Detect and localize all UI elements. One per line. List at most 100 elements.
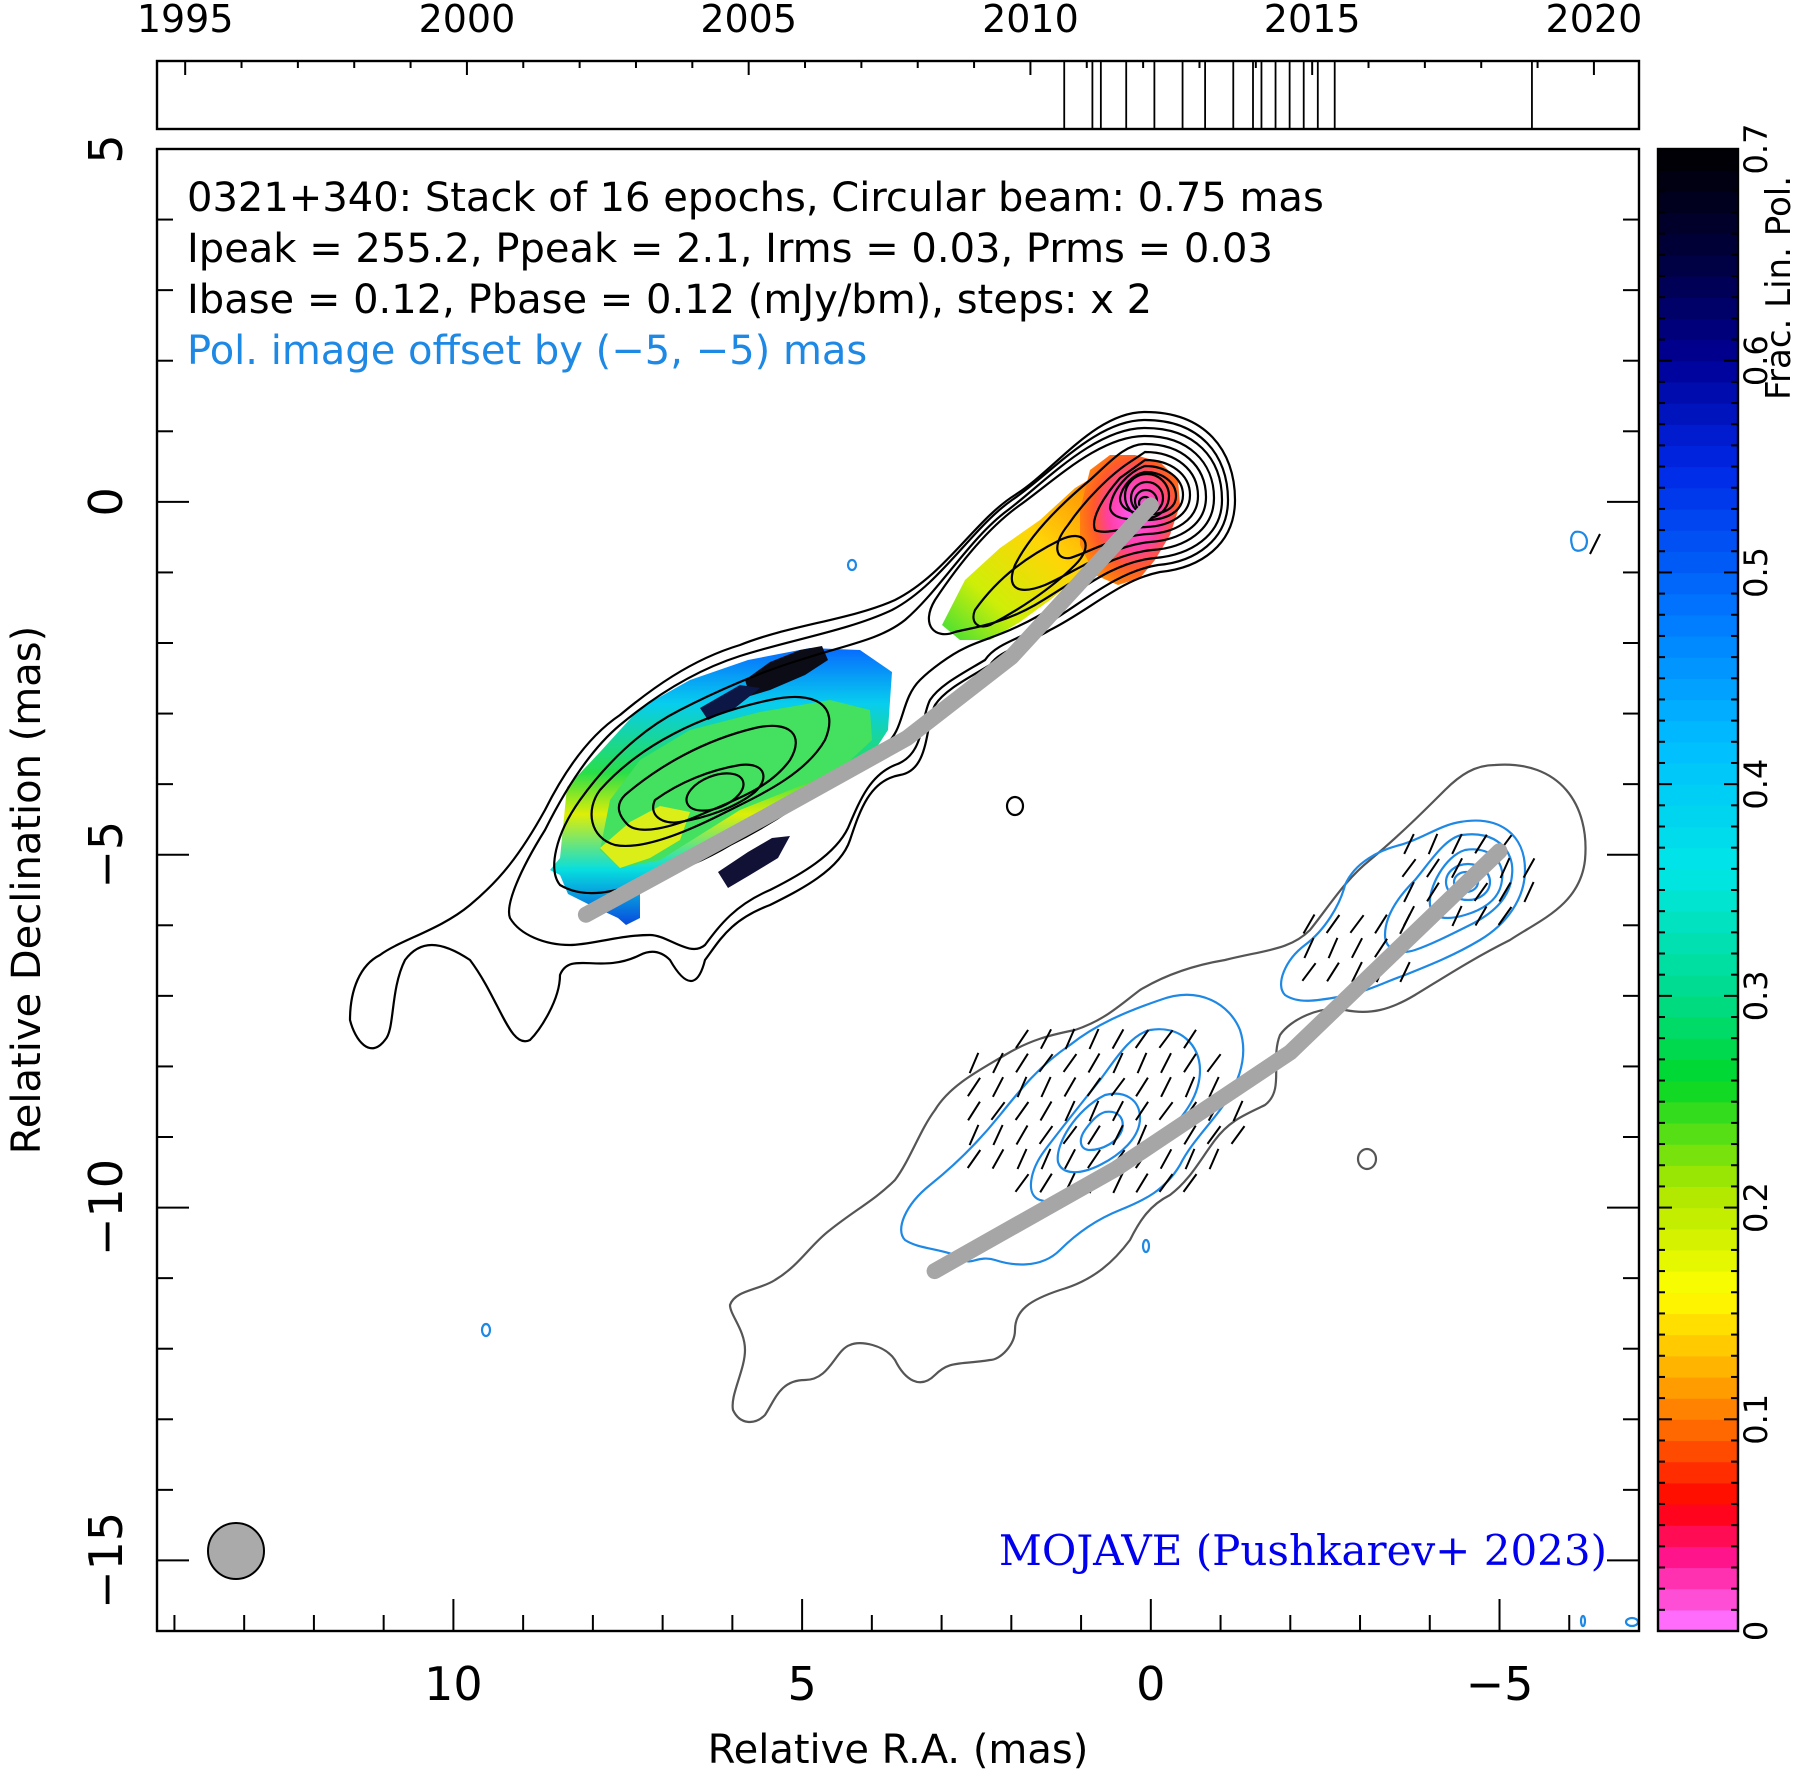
pol-contour-16 [1624,1616,1639,1628]
colorbar-band [1658,1588,1738,1611]
fpol-patch-jet-dark2 [700,685,760,720]
evpa-tick [1015,1053,1029,1073]
intensity-contour-knot-1 [590,695,831,847]
colorbar-band [1658,826,1738,849]
evpa-tick [1473,882,1489,902]
colorbar-band [1658,1355,1738,1378]
x-tick-label: 0 [1136,1657,1165,1711]
y-tick-label: 5 [79,134,133,163]
colorbar: 0 0.1 0.2 0.3 0.4 0.5 0.6 0.7 Frac. Lin. Pol. [1656,124,1799,1641]
colorbar-band [1658,1567,1738,1590]
evpa-tick [992,1076,1004,1098]
evpa-tick [1302,913,1316,935]
colorbar-band [1658,911,1738,933]
evpa-tick [1232,1100,1244,1122]
evpa-tick [1351,961,1363,983]
evpa-tick [1426,882,1440,902]
colorbar-tick-label: 0.2 [1737,1182,1775,1233]
evpa-tick [1039,1173,1053,1193]
colorbar-label: Frac. Lin. Pol. [1759,176,1799,400]
credit-label: MOJAVE (Pushkarev+ 2023) [999,1526,1607,1575]
evpa-tick [1160,1052,1172,1074]
evpa-tick [967,1101,981,1121]
colorbar-band [1658,890,1738,912]
evpa-tick [1206,1053,1222,1073]
evpa-tick [1426,858,1440,878]
evpa-tick [1136,1124,1148,1146]
pol-contour-8 [1056,1092,1142,1174]
pol-contour-10 [1570,530,1589,552]
timeline-epoch-marks [1063,61,1533,129]
evpa-tick [1183,1029,1197,1049]
pol-contour-12 [480,1322,492,1338]
colorbar-band [1658,381,1738,404]
colorbar-bands [1658,149,1738,1632]
info-line-1: 0321+340: Stack of 16 epochs, Circular b… [187,175,1324,221]
pol-contour-9 [1079,1110,1124,1152]
evpa-tick [966,1149,982,1169]
evpa-tick [1063,1076,1077,1098]
colorbar-band [1658,212,1738,235]
colorbar-band [1658,1313,1738,1336]
evpa-tick [1349,914,1365,934]
colorbar-tick-label: 0.6 [1737,335,1775,386]
pol-contour-4 [1444,862,1492,902]
colorbar-band [1658,424,1738,446]
colorbar-band [1658,868,1738,891]
timeline-ticks [184,61,1595,75]
evpa-tick [1351,937,1363,959]
fpol-patch-jet-dark3 [718,836,790,888]
evpa-tick [1112,1100,1124,1122]
colorbar-band [1658,974,1738,997]
pol-contour-11 [846,558,858,572]
evpa-tick [1303,937,1315,959]
timeline-year-label: 2005 [700,0,797,41]
colorbar-band [1658,445,1738,468]
polarized-intensity-contours [480,530,1639,1628]
evpa-tick [1136,1052,1148,1074]
y-tick-label: −5 [79,821,133,889]
colorbar-band [1658,1017,1738,1039]
evpa-tick [1112,1124,1124,1146]
colorbar-band [1658,233,1738,256]
colorbar-band [1658,191,1738,214]
evpa-tick [1498,881,1512,903]
evpa-tick [1015,1124,1029,1146]
colorbar-band [1658,1609,1738,1632]
y-axis-ticks [157,148,1639,1632]
colorbar-band [1658,1461,1738,1484]
colorbar-band [1658,1334,1738,1357]
evpa-tick [1064,1100,1076,1122]
evpa-tick [1087,1149,1101,1169]
evpa-tick [1499,857,1511,879]
pol-contour-3 [1428,848,1504,920]
evpa-tick [1206,1125,1222,1145]
evpa-tick [1374,914,1388,934]
evpa-tick [1208,1148,1220,1170]
evpa-tick [1135,1077,1149,1097]
colorbar-band [1658,953,1738,976]
timeline-year-label: 2020 [1546,0,1643,41]
intensity-contour-knot-2 [617,724,797,831]
evpa-ticks [966,533,1601,1194]
colorbar-band [1658,1440,1738,1463]
evpa-tick [1088,1028,1100,1050]
evpa-tick [1158,1173,1174,1193]
colorbar-band [1658,297,1738,319]
colorbar-tick-label: 0.3 [1737,970,1775,1021]
intensity-contour-5 [1010,442,1208,591]
evpa-tick [1086,1077,1102,1097]
evpa-tick [992,1052,1004,1074]
evpa-tick [1016,1148,1028,1170]
timeline-frame [155,59,1641,131]
evpa-tick [1427,833,1439,855]
evpa-tick [1064,1148,1076,1170]
colorbar-band [1658,276,1738,298]
timeline-year-labels: 1995 2000 2005 2010 2015 2020 [137,0,1642,41]
colorbar-band [1658,847,1738,870]
colorbar-band [1658,1376,1738,1399]
offset-intensity-blob [1356,1147,1378,1171]
colorbar-band [1658,1271,1738,1293]
colorbar-band [1658,572,1738,595]
